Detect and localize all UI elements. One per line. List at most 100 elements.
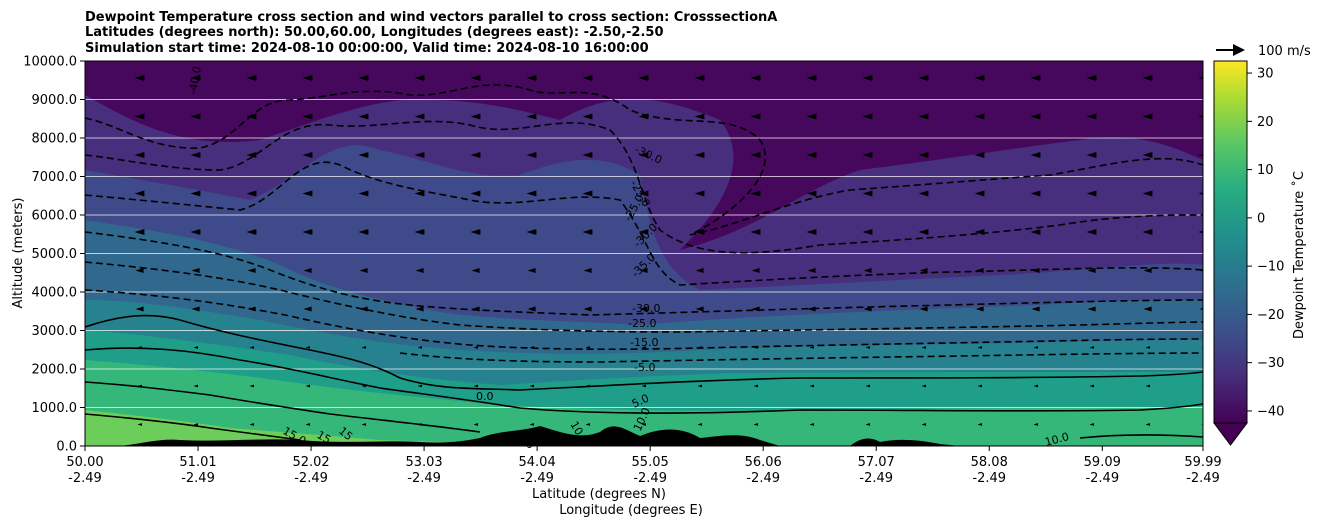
wind-vector	[753, 346, 758, 349]
wind-vector	[358, 113, 369, 120]
quiver-key: 100 m/s	[1216, 44, 1311, 59]
wind-vector	[1086, 151, 1097, 159]
wind-vector	[974, 113, 985, 120]
wind-vector	[246, 151, 257, 159]
contour-dashed	[399, 352, 1203, 363]
wind-vector	[470, 74, 481, 82]
wind-vector	[415, 268, 424, 273]
wind-vector	[806, 228, 817, 236]
y-tick-label: 0.0	[56, 440, 77, 455]
wind-vector	[974, 151, 985, 159]
wind-vector	[975, 268, 984, 273]
wind-vector	[361, 384, 366, 388]
wind-vector	[974, 228, 985, 236]
wind-vector	[358, 190, 369, 197]
wind-vector	[190, 113, 201, 120]
x-tick-label-lon: -2.49	[746, 471, 780, 486]
contour-label: -5.0	[634, 361, 655, 374]
wind-vector	[694, 228, 705, 236]
wind-vector	[1031, 268, 1040, 273]
contour-label: -40.0	[186, 65, 204, 95]
colorbar-gradient	[1213, 60, 1248, 424]
wind-vector	[359, 268, 368, 273]
contour-solid	[1079, 434, 1203, 439]
wind-vector	[527, 306, 536, 312]
wind-vector	[863, 306, 872, 312]
wind-vector	[639, 306, 648, 312]
wind-vector	[1142, 74, 1153, 82]
wind-vector	[638, 228, 649, 236]
wind-vector	[977, 423, 982, 426]
wind-vector	[1089, 423, 1094, 426]
wind-vector	[750, 190, 761, 197]
y-axis-label: Altitude (meters)	[11, 198, 26, 309]
contour-label: -30.0	[632, 302, 660, 315]
wind-vector	[135, 306, 144, 312]
wind-vector	[695, 306, 704, 312]
wind-vector	[193, 346, 198, 349]
wind-vector	[1198, 192, 1203, 195]
wind-vector	[470, 228, 481, 236]
contour-label: 0.0	[476, 390, 494, 403]
x-tick-label-lon: -2.49	[633, 471, 667, 486]
wind-vector	[249, 384, 254, 388]
wind-vector	[134, 228, 145, 236]
wind-vector	[809, 384, 814, 388]
wind-vector	[639, 268, 648, 273]
y-tick-label: 1000.0	[32, 401, 78, 416]
wind-vector	[806, 151, 817, 159]
x-axis-label: Latitude (degrees N)	[532, 487, 666, 502]
contour-solid	[85, 314, 1203, 391]
wind-vector	[750, 151, 761, 159]
wind-vector	[526, 74, 537, 82]
chart-title: Dewpoint Temperature cross section and w…	[85, 10, 777, 56]
wind-vector	[1086, 228, 1097, 236]
wind-vector	[1198, 230, 1203, 234]
wind-vector	[1030, 151, 1041, 159]
wind-vector	[134, 190, 145, 197]
wind-vector	[806, 74, 817, 82]
wind-vector	[750, 74, 761, 82]
y-tick-label: 2000.0	[32, 363, 78, 378]
wind-vector	[417, 423, 422, 426]
wind-vector	[1033, 423, 1038, 426]
wind-vector	[358, 228, 369, 236]
wind-vector	[190, 228, 201, 236]
contour-lines	[85, 84, 1203, 441]
wind-vector	[865, 384, 870, 388]
wind-vector	[1198, 115, 1203, 118]
wind-vector	[863, 268, 872, 273]
wind-vector	[638, 151, 649, 159]
wind-vector	[585, 384, 590, 388]
wind-vector	[974, 74, 985, 82]
wind-vector	[807, 306, 816, 312]
wind-vector	[694, 113, 705, 120]
contour-solid	[85, 347, 1203, 414]
wind-vector	[414, 228, 425, 236]
wind-vector	[470, 151, 481, 159]
wind-vector	[865, 346, 870, 349]
wind-vector	[918, 190, 929, 197]
contour-label: 10.0	[1043, 430, 1070, 449]
wind-vector	[753, 423, 758, 426]
x-tick-label-lon: -2.49	[859, 471, 893, 486]
wind-vector	[361, 423, 366, 426]
wind-vector	[527, 268, 536, 273]
wind-vector	[977, 346, 982, 349]
wind-vector	[751, 268, 760, 273]
wind-vector	[809, 423, 814, 426]
wind-vector	[1033, 346, 1038, 349]
x-tick-label-lat: 54.04	[519, 455, 556, 470]
wind-vector	[1143, 268, 1152, 273]
wind-vector	[526, 151, 537, 159]
wind-vector	[697, 384, 702, 388]
wind-vector	[190, 190, 201, 197]
contour-label: -15.0	[630, 336, 658, 349]
wind-vector	[921, 423, 926, 426]
wind-vector	[1143, 306, 1152, 312]
wind-vector	[302, 190, 313, 197]
wind-vector	[806, 113, 817, 120]
wind-vector	[695, 268, 704, 273]
wind-vector	[529, 423, 534, 426]
grid-lines	[85, 99, 1203, 408]
